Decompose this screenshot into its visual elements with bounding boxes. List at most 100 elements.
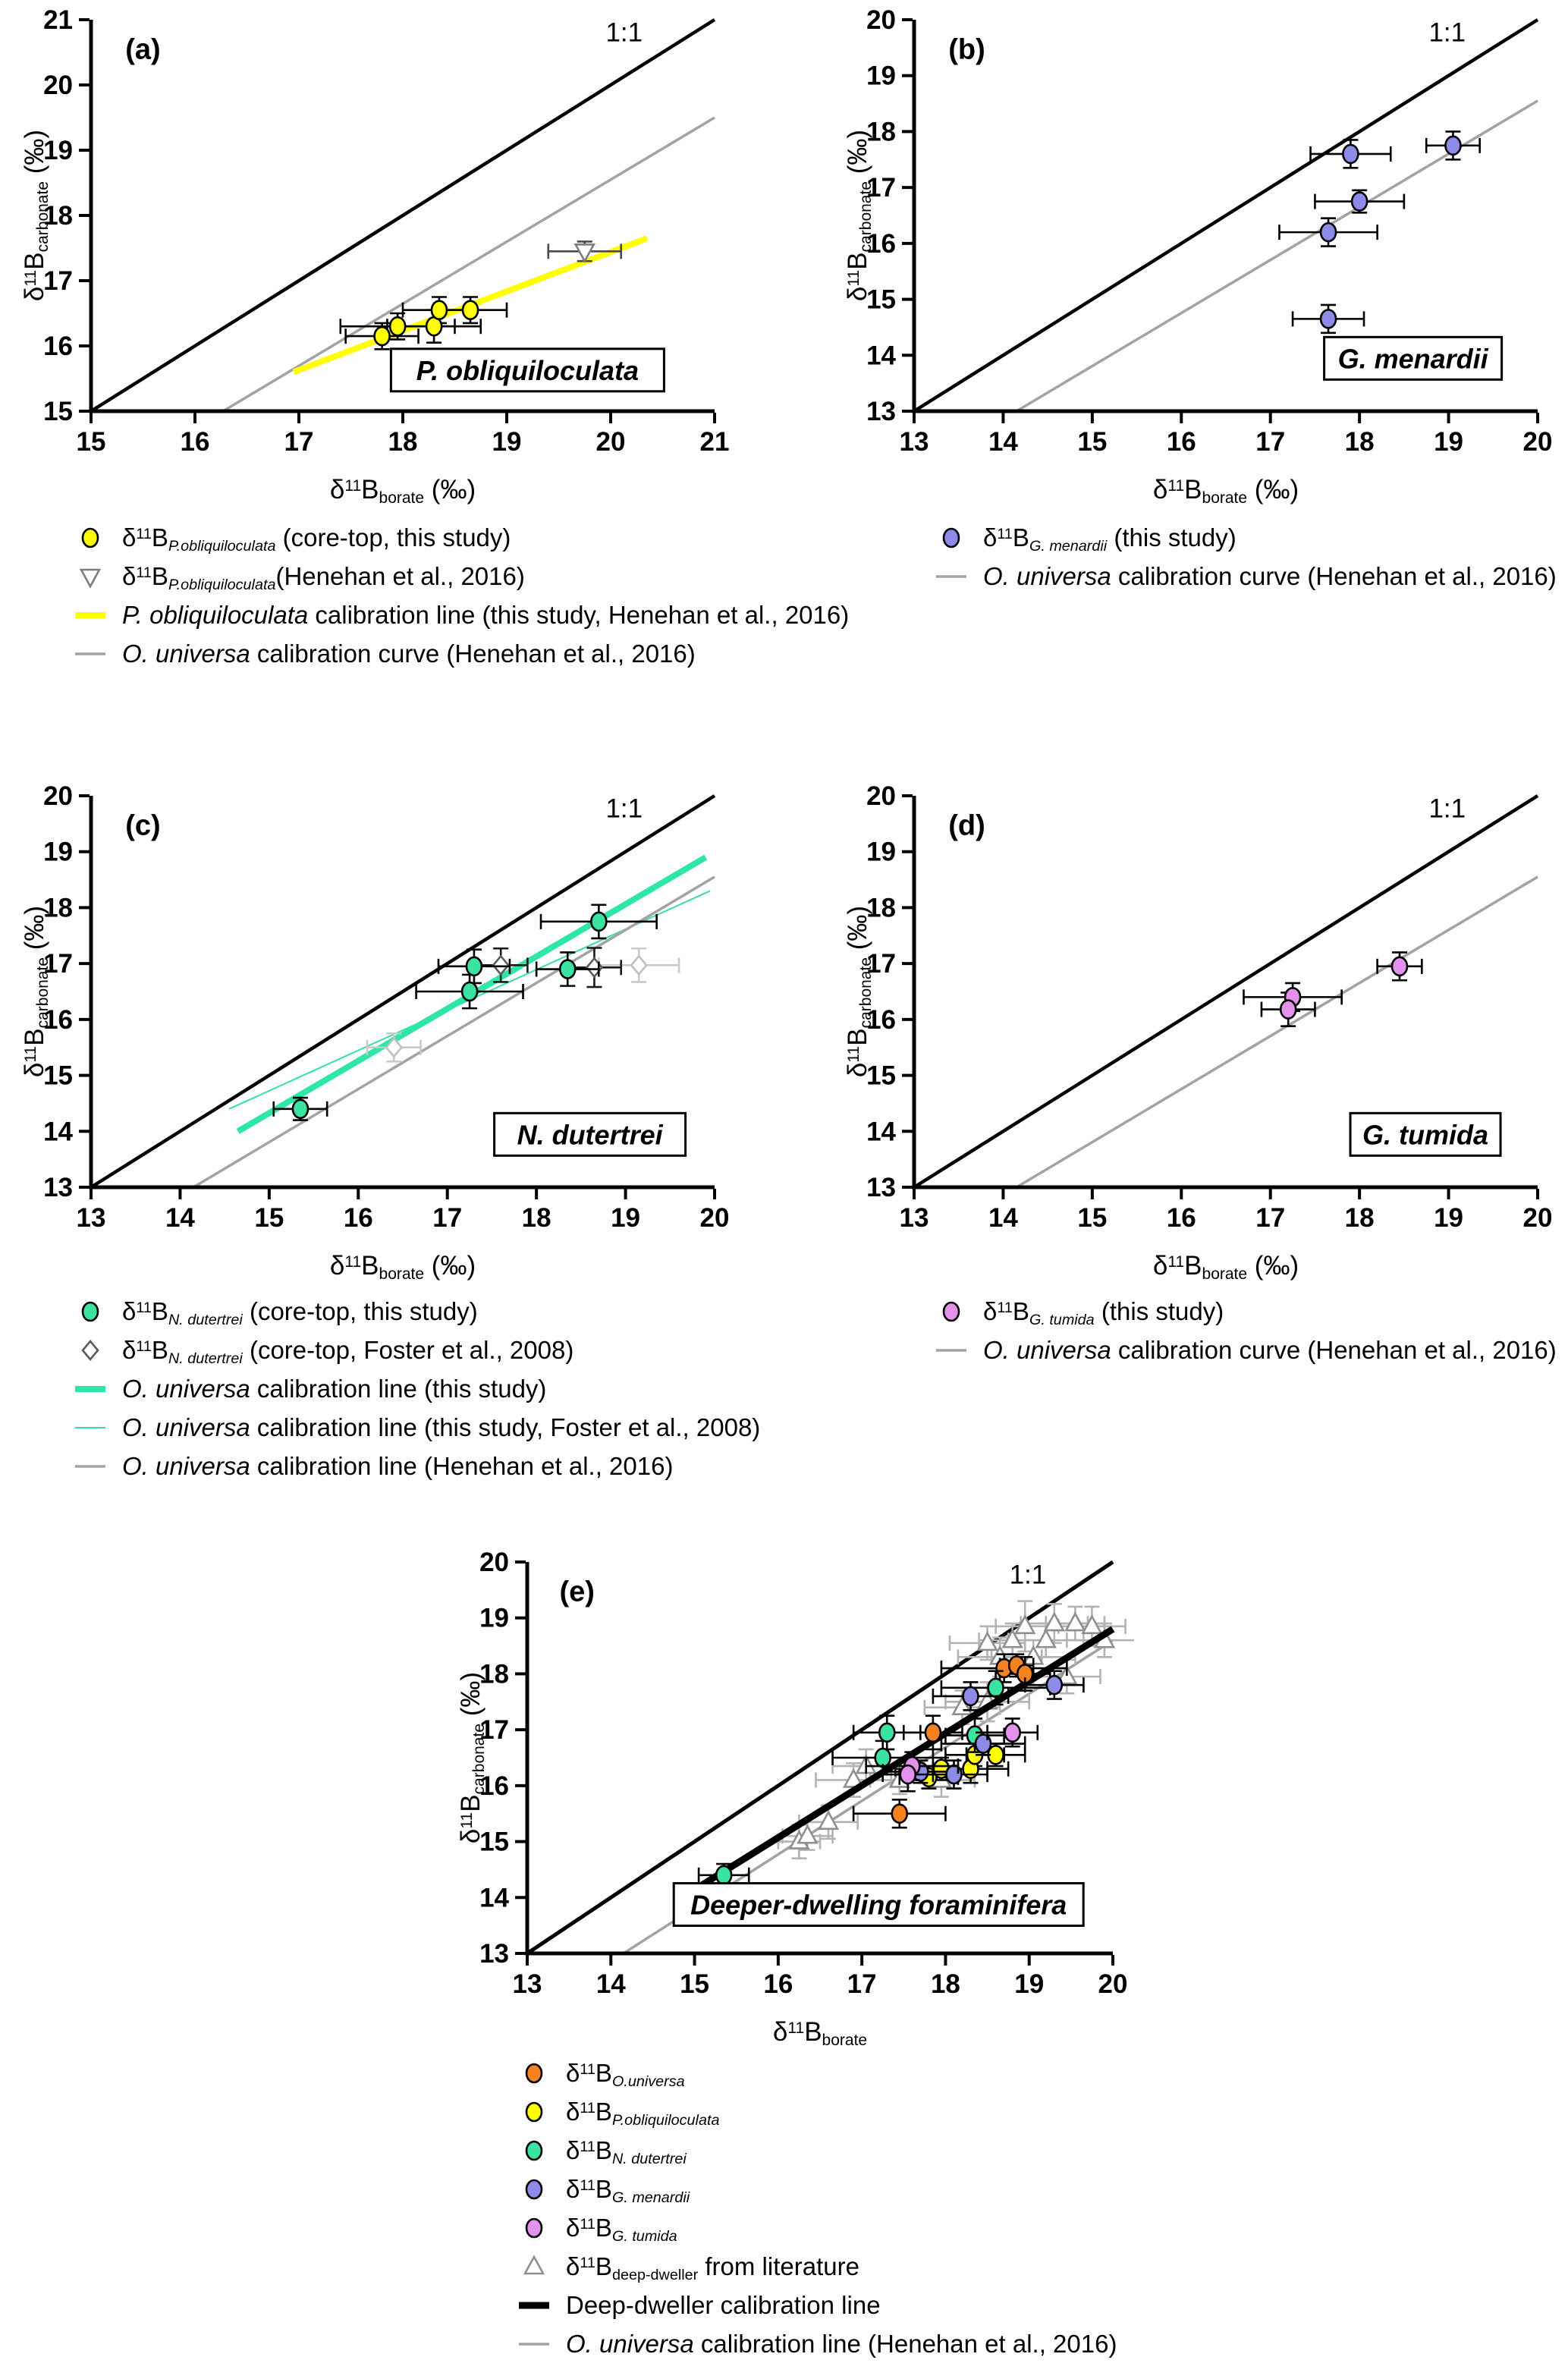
g-tumida-points-point [1004,1722,1021,1743]
n-dutertrei-points-point [874,1747,892,1768]
deep-dweller-literature-point [1014,1614,1036,1635]
y-tick-label: 16 [479,1771,509,1801]
y-tick-label: 18 [43,893,73,922]
y-tick-label: 14 [866,341,896,370]
x-tick-label: 20 [596,427,626,457]
x-tick-label: 19 [1014,1969,1044,1999]
y-tick-label: 13 [479,1939,509,1969]
y-tick-label: 19 [43,136,73,165]
legend-label: O. universa calibration line (this study… [122,1413,761,1441]
legend-label: δ11BP.obliquiloculata(Henehan et al., 20… [122,562,525,593]
panel-letter: (b) [948,34,985,66]
legend-label: δ11BP.obliquiloculata (core-top, this st… [122,523,511,555]
y-tick-label: 18 [866,893,896,922]
x-tick-label: 14 [988,427,1018,457]
panel-e-plot: 13 14 15 16 17 18 19 20 13 14 15 16 17 18 19 20 (e) 1:1 De… [451,1551,1134,2016]
panel-d-plot: 13 14 15 16 17 18 19 20 13 14 15 16 17 18 19 20 (d) 1:1 G.… [838,785,1559,1249]
panel-a-chart: 15 16 17 18 19 20 21 15 16 17 18 19 20 21 (a) 1:1 P. obl… [15,9,736,521]
legend-item: δ11BN. dutertrei [516,2136,1117,2167]
o-universa-calibration-curve [222,116,715,413]
legend-marker-icon [81,1301,99,1322]
legend-item: O. universa calibration curve (Henehan e… [933,562,1557,590]
legend-item: δ11Bdeep-dweller from literature [516,2252,1117,2283]
deep-dweller-literature-point [1001,1628,1023,1648]
legend-item: δ11BO.universa [516,2059,1117,2090]
y-tick-label: 18 [43,201,73,231]
n-dutertrei-core-top-point [558,959,577,979]
species-box [1349,1111,1502,1157]
deep-dweller-literature-point [1081,1614,1103,1635]
species-box [389,347,665,393]
panel-letter: (e) [559,1576,594,1608]
x-tick-label: 17 [1255,1203,1285,1233]
one-to-one-label: 1:1 [605,794,643,823]
g-menardii-this-study-point [1319,309,1337,329]
one-to-one-label: 1:1 [1428,17,1466,47]
n-dutertrei-core-top-point [465,956,483,977]
x-tick-label: 17 [847,1969,877,1999]
g-menardii-this-study-point [1319,222,1337,243]
g-tumida-this-study-point [1390,956,1409,977]
legend-line-swatch [75,1427,105,1428]
legend-item: δ11BP.obliquiloculata [516,2098,1117,2129]
x-tick-label: 18 [522,1203,551,1233]
legend-label: δ11BG. tumida (this study) [983,1297,1224,1328]
x-tick-label: 18 [931,1969,960,1999]
legend-line-swatch [75,1386,105,1392]
x-tick-label: 20 [1098,1969,1128,1999]
p-obliquiloculata-henehan-series [547,240,623,264]
p-obliquiloculata-core-top-series [339,296,508,350]
panel-letter: (d) [948,810,985,842]
legend-label: δ11BG. tumida [566,2214,677,2245]
one-to-one-label: 1:1 [1010,1560,1047,1589]
g-tumida-this-study-series [1243,951,1423,1028]
legend-marker-icon [942,1301,960,1322]
legend-label: δ11BN. dutertrei (core-top, this study) [122,1297,478,1328]
legend-label: O. universa calibration line (Henehan et… [566,2330,1117,2358]
legend-label: δ11Bdeep-dweller from literature [566,2252,859,2283]
one-to-one-label: 1:1 [1428,794,1466,823]
legend-item: δ11BP.obliquiloculata (core-top, this st… [72,523,849,555]
y-tick-label: 20 [43,785,73,811]
legend-label: δ11BN. dutertrei [566,2136,687,2167]
legend-item: δ11BG. tumida [516,2214,1117,2245]
g-tumida-points-point [899,1764,917,1785]
one-to-one-line [913,18,1539,413]
x-axis-title: δ11Bborate (‰) [1152,475,1299,507]
panel-a-plot: 15 16 17 18 19 20 21 15 16 17 18 19 20 21 (a) 1:1 P. obl… [15,9,736,473]
x-tick-label: 19 [611,1203,640,1233]
one-to-one-label: 1:1 [605,17,643,47]
species-label: N. dutertrei [517,1119,664,1150]
panel-a-legend: δ11BP.obliquiloculata (core-top, this st… [72,523,849,680]
n-dutertrei-points-point [878,1722,896,1743]
g-menardii-points-series [881,1670,1085,1790]
y-tick-label: 17 [866,173,896,203]
legend-item: O. universa calibration curve (Henehan e… [72,640,849,668]
legend-marker-icon [523,2255,545,2275]
one-to-one-line [90,18,716,413]
y-tick-label: 13 [43,1173,73,1202]
n-dutertrei-core-top-point [460,981,479,1002]
legend-line-swatch [75,652,105,655]
panel-b-legend: δ11BG. menardii (this study) O. universa … [933,523,1557,602]
x-tick-label: 16 [344,1203,373,1233]
legend-label: O. universa calibration line (Henehan et… [122,1452,674,1480]
y-tick-label: 20 [866,9,896,35]
n-dutertrei-core-top-series [272,904,658,1121]
n-dutertrei-foster-point [492,954,510,976]
g-menardii-this-study-point [1342,143,1359,165]
x-tick-label: 18 [1345,427,1375,457]
x-tick-label: 13 [900,1203,929,1233]
x-tick-label: 16 [181,427,210,457]
g-tumida-this-study-point [1279,999,1297,1020]
g-menardii-points-point [962,1686,979,1707]
y-tick-label: 16 [43,332,73,361]
y-tick-label: 13 [866,1173,896,1202]
x-tick-label: 14 [596,1969,626,1999]
species-label: P. obliquiloculata [416,355,639,386]
panel-d-chart: 13 14 15 16 17 18 19 20 13 14 15 16 17 18 19 20 (d) 1:1 G.… [838,785,1559,1297]
legend-marker-icon [525,2101,543,2123]
x-tick-label: 15 [680,1969,709,1999]
x-tick-label: 13 [77,1203,106,1233]
y-tick-label: 14 [43,1117,73,1146]
